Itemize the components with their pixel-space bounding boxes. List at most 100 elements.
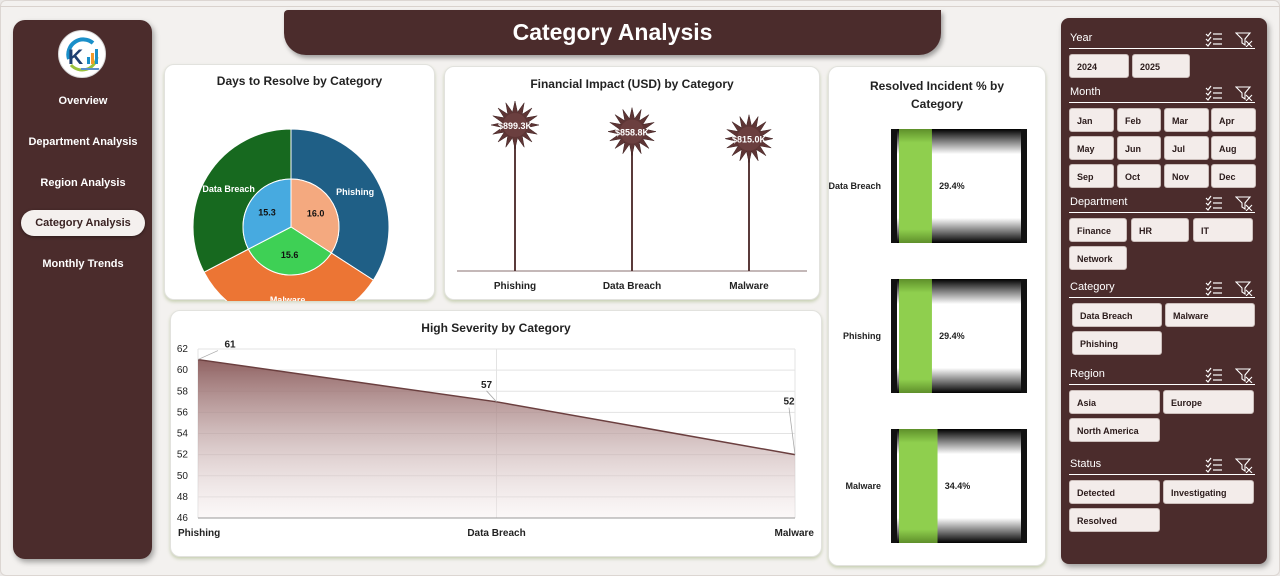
top-divider (0, 6, 1280, 7)
slicer-button-month-jan[interactable]: Jan (1069, 108, 1114, 132)
multi-select-icon[interactable] (1205, 280, 1223, 296)
slicer-button-region-europe[interactable]: Europe (1163, 390, 1254, 414)
slicer-button-status-investigating[interactable]: Investigating (1163, 480, 1254, 504)
resolved-category-data-breach: Data Breach (829, 181, 881, 191)
nav-item-category-analysis[interactable]: Category Analysis (21, 210, 145, 236)
severity-leader-malware (788, 407, 796, 455)
nav-item-overview[interactable]: Overview (58, 95, 108, 107)
multi-select-icon[interactable] (1205, 457, 1223, 473)
resolved-cap-right-malware (1021, 429, 1027, 543)
high-severity-chart: 46 48 50 52 54 56 58 60 62 61 Phishing 57 Data Breac… (177, 340, 815, 539)
slicer-button-year-2024[interactable]: 2024 (1069, 54, 1129, 78)
navigation-sidebar: K Overview Department Analysis Region An… (13, 20, 152, 559)
severity-value-data-breach: 57 (481, 380, 493, 391)
slicer-title-region: Region (1070, 368, 1105, 380)
slicer-button-month-aug[interactable]: Aug (1211, 136, 1256, 160)
slicer-button-month-mar[interactable]: Mar (1164, 108, 1209, 132)
slicer-button-month-feb[interactable]: Feb (1117, 108, 1161, 132)
multi-select-icon[interactable] (1205, 367, 1223, 383)
financial-category-malware: Malware (729, 281, 769, 292)
slicer-title-department: Department (1070, 196, 1128, 208)
resolved-value-data-breach: 29.4% (939, 181, 965, 191)
slicer-title-month: Month (1070, 86, 1101, 98)
slicer-button-month-jul[interactable]: Jul (1164, 136, 1209, 160)
clear-filter-icon[interactable] (1235, 367, 1253, 383)
resolved-fill-data-breach (899, 129, 932, 243)
financial-category-data-breach: Data Breach (603, 281, 661, 292)
nav-item-region-analysis[interactable]: Region Analysis (40, 177, 126, 189)
resolved-cap-left-data-breach (891, 129, 897, 243)
severity-ytick-58: 58 (177, 386, 189, 397)
multi-select-icon[interactable] (1205, 195, 1223, 211)
financial-value-data-breach: $858.8K (615, 128, 650, 138)
resolved-percent-title-line2: Category (910, 97, 963, 111)
slicer-button-category-malware[interactable]: Malware (1165, 303, 1255, 327)
slicer-button-department-network[interactable]: Network (1069, 246, 1127, 270)
slicer-button-status-detected[interactable]: Detected (1069, 480, 1160, 504)
slicer-button-month-jun[interactable]: Jun (1117, 136, 1161, 160)
slicer-button-month-sep[interactable]: Sep (1069, 164, 1114, 188)
slicer-header-category: Category (1069, 280, 1255, 298)
outer-label-data-breach: Data Breach (202, 184, 255, 194)
slicer-header-month: Month (1069, 85, 1255, 103)
severity-leader-data-breach (486, 390, 497, 403)
slicer-header-year: Year (1069, 31, 1255, 49)
multi-select-icon[interactable] (1205, 85, 1223, 101)
severity-ytick-50: 50 (177, 471, 189, 482)
resolved-value-malware: 34.4% (945, 481, 971, 491)
slicer-button-month-dec[interactable]: Dec (1211, 164, 1256, 188)
clear-filter-icon[interactable] (1235, 280, 1253, 296)
financial-marker-core-malware (737, 126, 761, 151)
severity-ytick-56: 56 (177, 407, 189, 418)
multi-select-icon[interactable] (1205, 31, 1223, 47)
page-title: Category Analysis (512, 19, 713, 45)
resolved-cap-left-malware (891, 429, 897, 543)
resolved-cap-right-data-breach (1021, 129, 1027, 243)
days-to-resolve-title: Days to Resolve by Category (216, 74, 383, 88)
inner-slice-15-3 (242, 178, 292, 250)
resolved-cap-left-phishing (891, 279, 897, 393)
inner-label-15-6: 15.6 (281, 250, 299, 260)
slicer-button-month-may[interactable]: May (1069, 136, 1114, 160)
clear-filter-icon[interactable] (1235, 31, 1253, 47)
resolved-percent-chart: 29.4% Data Breach 29.4% Phishing 34.4% Malwar… (828, 129, 1027, 543)
slicer-button-status-resolved[interactable]: Resolved (1069, 508, 1160, 532)
slicer-button-category-data-breach[interactable]: Data Breach (1072, 303, 1162, 327)
slicer-button-department-finance[interactable]: Finance (1069, 218, 1127, 242)
financial-category-phishing: Phishing (494, 281, 536, 292)
slicer-header-status: Status (1069, 457, 1255, 475)
severity-ytick-62: 62 (177, 344, 189, 355)
severity-leader-phishing (197, 350, 219, 360)
nav-item-department-analysis[interactable]: Department Analysis (28, 136, 138, 148)
clear-filter-icon[interactable] (1235, 457, 1253, 473)
slicer-title-status: Status (1070, 458, 1102, 470)
slicer-title-category: Category (1070, 281, 1115, 293)
slicer-button-month-apr[interactable]: Apr (1211, 108, 1256, 132)
severity-value-phishing: 61 (224, 340, 236, 351)
slicer-button-department-hr[interactable]: HR (1131, 218, 1189, 242)
clear-filter-icon[interactable] (1235, 195, 1253, 211)
severity-category-data-breach: Data Breach (467, 528, 525, 539)
severity-category-malware: Malware (775, 528, 815, 539)
resolved-fill-phishing (899, 279, 932, 393)
slicer-button-region-north-america[interactable]: North America (1069, 418, 1160, 442)
severity-ytick-48: 48 (177, 492, 189, 503)
slicer-button-month-oct[interactable]: Oct (1117, 164, 1161, 188)
financial-marker-core-data-breach (620, 119, 644, 144)
slicer-button-category-phishing[interactable]: Phishing (1072, 331, 1162, 355)
high-severity-title: High Severity by Category (421, 321, 571, 335)
slicer-button-department-it[interactable]: IT (1193, 218, 1253, 242)
svg-text:K: K (68, 46, 83, 69)
nav-item-monthly-trends[interactable]: Monthly Trends (42, 258, 124, 270)
financial-value-phishing: $899.3K (498, 121, 533, 131)
inner-slice-15-6 (247, 226, 333, 276)
filter-slicers-panel: Year 2024 2025 Month Jan Feb Mar Apr May Jun Jul Au… (1061, 18, 1267, 564)
slicer-button-year-2025[interactable]: 2025 (1132, 54, 1190, 78)
outer-label-phishing: Phishing (336, 187, 374, 197)
slicer-button-region-asia[interactable]: Asia (1069, 390, 1160, 414)
company-logo: K (58, 30, 106, 78)
clear-filter-icon[interactable] (1235, 85, 1253, 101)
logo-icon: K (66, 37, 99, 72)
financial-impact-title: Financial Impact (USD) by Category (530, 77, 734, 91)
slicer-button-month-nov[interactable]: Nov (1164, 164, 1209, 188)
